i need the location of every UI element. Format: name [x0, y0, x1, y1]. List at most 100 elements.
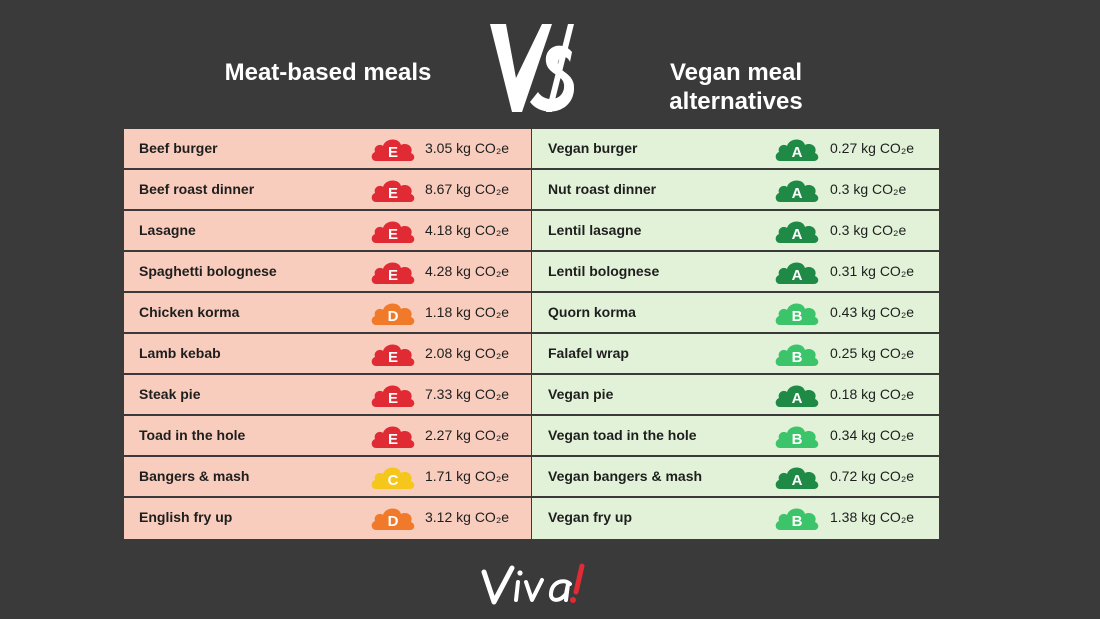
meat-meal-name: Toad in the hole	[139, 427, 246, 443]
vegan-meal-row: Vegan bangers & mash A 0.72 kg CO₂e	[531, 457, 939, 498]
vegan-meal-name: Nut roast dinner	[548, 181, 657, 197]
meat-meal-row: Steak pie E 7.33 kg CO₂e	[124, 375, 531, 416]
meat-meal-row: Lasagne E 4.18 kg CO₂e	[124, 211, 531, 252]
vegan-meal-name: Falafel wrap	[548, 345, 629, 361]
carbon-rating-cloud-icon: A	[774, 176, 820, 204]
meat-column-title: Meat-based meals	[224, 59, 432, 86]
vegan-meal-emission: 1.38 kg CO₂e	[830, 509, 915, 525]
carbon-grade-letter: B	[792, 349, 803, 366]
carbon-rating-cloud-icon: E	[370, 422, 416, 450]
meat-meal-row: Toad in the hole E 2.27 kg CO₂e	[124, 416, 531, 457]
carbon-grade-letter: D	[388, 513, 399, 530]
meat-meal-name: Beef burger	[139, 140, 218, 156]
vegan-meal-emission: 0.34 kg CO₂e	[830, 427, 915, 443]
carbon-grade-letter: E	[388, 349, 398, 366]
versus-logo	[490, 24, 575, 112]
meat-meal-emission: 4.28 kg CO₂e	[425, 263, 510, 279]
viva-logo	[481, 563, 585, 605]
vegan-meal-row: Vegan pie A 0.18 kg CO₂e	[531, 375, 939, 416]
meat-meal-name: Lasagne	[139, 222, 196, 238]
vegan-meal-row: Vegan toad in the hole B 0.34 kg CO₂e	[531, 416, 939, 457]
carbon-rating-cloud-icon: E	[370, 135, 416, 163]
carbon-grade-letter: C	[388, 472, 399, 489]
carbon-grade-letter: B	[792, 308, 803, 325]
carbon-grade-letter: E	[388, 390, 398, 407]
meat-meal-name: Beef roast dinner	[139, 181, 255, 197]
carbon-rating-cloud-icon: A	[774, 135, 820, 163]
vegan-meal-row: Vegan burger A 0.27 kg CO₂e	[531, 129, 939, 170]
meat-meal-row: Lamb kebab E 2.08 kg CO₂e	[124, 334, 531, 375]
vegan-meal-emission: 0.43 kg CO₂e	[830, 304, 915, 320]
carbon-rating-cloud-icon: B	[774, 504, 820, 532]
carbon-grade-letter: E	[388, 226, 398, 243]
carbon-grade-letter: D	[388, 308, 399, 325]
meat-meal-emission: 3.12 kg CO₂e	[425, 509, 510, 525]
carbon-rating-cloud-icon: B	[774, 299, 820, 327]
vegan-meal-name: Vegan fry up	[548, 509, 633, 525]
vegan-meal-emission: 0.72 kg CO₂e	[830, 468, 915, 484]
carbon-rating-cloud-icon: A	[774, 258, 820, 286]
vegan-meal-emission: 0.31 kg CO₂e	[830, 263, 915, 279]
meat-meal-name: Spaghetti bolognese	[139, 263, 277, 279]
meat-meal-name: Chicken korma	[139, 304, 240, 320]
meat-meal-name: Lamb kebab	[139, 345, 221, 361]
carbon-rating-cloud-icon: E	[370, 258, 416, 286]
comparison-table: Beef burger E 3.05 kg CO₂e Vegan burger A 0.2…	[124, 129, 939, 539]
carbon-grade-letter: A	[792, 185, 803, 202]
meat-meal-row: English fry up D 3.12 kg CO₂e	[124, 498, 531, 539]
carbon-grade-letter: E	[388, 144, 398, 161]
vegan-meal-name: Lentil bolognese	[548, 263, 660, 279]
vegan-meal-row: Quorn korma B 0.43 kg CO₂e	[531, 293, 939, 334]
meat-meal-emission: 7.33 kg CO₂e	[425, 386, 510, 402]
carbon-grade-letter: A	[792, 226, 803, 243]
meat-meal-name: Bangers & mash	[139, 468, 250, 484]
carbon-grade-letter: E	[388, 431, 398, 448]
vegan-meal-row: Falafel wrap B 0.25 kg CO₂e	[531, 334, 939, 375]
vegan-meal-row: Nut roast dinner A 0.3 kg CO₂e	[531, 170, 939, 211]
vegan-meal-name: Quorn korma	[548, 304, 636, 320]
carbon-grade-letter: E	[388, 267, 398, 284]
vegan-meal-row: Vegan fry up B 1.38 kg CO₂e	[531, 498, 939, 539]
meat-meal-emission: 2.08 kg CO₂e	[425, 345, 510, 361]
vegan-meal-emission: 0.27 kg CO₂e	[830, 140, 915, 156]
meat-meal-emission: 1.18 kg CO₂e	[425, 304, 510, 320]
carbon-rating-cloud-icon: B	[774, 422, 820, 450]
vegan-meal-name: Vegan toad in the hole	[548, 427, 697, 443]
meat-meal-name: English fry up	[139, 509, 233, 525]
carbon-rating-cloud-icon: C	[370, 463, 416, 491]
carbon-rating-cloud-icon: E	[370, 381, 416, 409]
meat-meal-row: Bangers & mash C 1.71 kg CO₂e	[124, 457, 531, 498]
carbon-rating-cloud-icon: D	[370, 504, 416, 532]
meat-meal-name: Steak pie	[139, 386, 201, 402]
meat-meal-emission: 4.18 kg CO₂e	[425, 222, 510, 238]
meat-meal-row: Chicken korma D 1.18 kg CO₂e	[124, 293, 531, 334]
vegan-meal-emission: 0.25 kg CO₂e	[830, 345, 915, 361]
meat-meal-emission: 1.71 kg CO₂e	[425, 468, 510, 484]
meat-meal-row: Spaghetti bolognese E 4.28 kg CO₂e	[124, 252, 531, 293]
meat-meal-emission: 3.05 kg CO₂e	[425, 140, 510, 156]
vegan-meal-name: Vegan bangers & mash	[548, 468, 703, 484]
carbon-rating-cloud-icon: A	[774, 463, 820, 491]
carbon-grade-letter: A	[792, 144, 803, 161]
meat-meal-row: Beef burger E 3.05 kg CO₂e	[124, 129, 531, 170]
carbon-rating-cloud-icon: E	[370, 217, 416, 245]
meat-meal-emission: 8.67 kg CO₂e	[425, 181, 510, 197]
carbon-grade-letter: A	[792, 390, 803, 407]
carbon-grade-letter: E	[388, 185, 398, 202]
meat-meal-emission: 2.27 kg CO₂e	[425, 427, 510, 443]
vegan-meal-row: Lentil lasagne A 0.3 kg CO₂e	[531, 211, 939, 252]
carbon-rating-cloud-icon: A	[774, 381, 820, 409]
vegan-meal-row: Lentil bolognese A 0.31 kg CO₂e	[531, 252, 939, 293]
carbon-grade-letter: B	[792, 513, 803, 530]
vegan-column-title: Vegan meal alternatives	[669, 59, 803, 115]
carbon-grade-letter: B	[792, 431, 803, 448]
carbon-rating-cloud-icon: E	[370, 176, 416, 204]
carbon-rating-cloud-icon: E	[370, 340, 416, 368]
carbon-grade-letter: A	[792, 472, 803, 489]
vegan-meal-name: Lentil lasagne	[548, 222, 642, 238]
vegan-meal-emission: 0.3 kg CO₂e	[830, 181, 907, 197]
carbon-grade-letter: A	[792, 267, 803, 284]
carbon-rating-cloud-icon: B	[774, 340, 820, 368]
carbon-rating-cloud-icon: D	[370, 299, 416, 327]
vegan-meal-emission: 0.18 kg CO₂e	[830, 386, 915, 402]
